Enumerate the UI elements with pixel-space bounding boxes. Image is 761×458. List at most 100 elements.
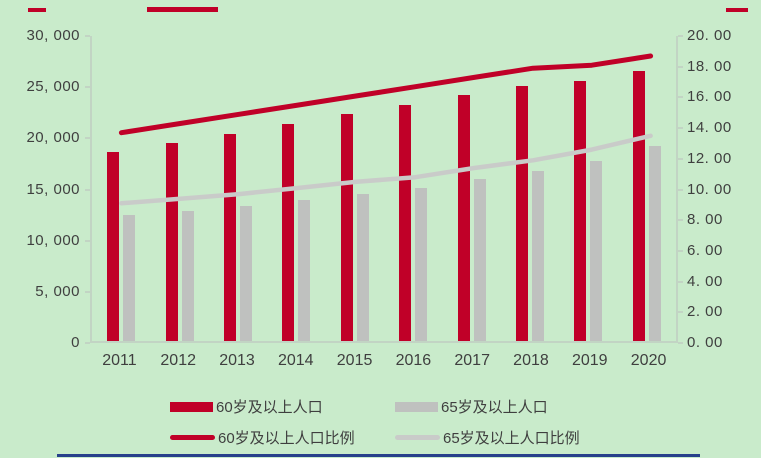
x-axis-label: 2012 bbox=[160, 352, 196, 369]
bar-65-plus-population bbox=[356, 193, 369, 341]
axis-tick bbox=[85, 86, 90, 89]
axis-tick bbox=[85, 35, 90, 37]
bar-65-plus-population bbox=[240, 206, 253, 341]
y-axis-right: 20. 00 18. 00 16. 00 14. 00 12. 00 10. 00 8. 0… bbox=[687, 0, 761, 458]
axis-tick bbox=[678, 65, 683, 68]
y-axis-right-label: 20. 00 bbox=[687, 27, 732, 44]
axis-tick bbox=[85, 188, 90, 191]
line-series-container bbox=[118, 53, 654, 206]
legend-label: 60岁及以上人口 bbox=[216, 399, 323, 416]
x-axis-label: 2015 bbox=[336, 352, 373, 369]
line-65-plus-ratio bbox=[119, 133, 653, 206]
axis-tick bbox=[678, 342, 683, 344]
y-axis-left-label: 20, 000 bbox=[26, 129, 80, 147]
legend-label: 65岁及以上人口 bbox=[441, 399, 548, 416]
bar-60-plus-population bbox=[516, 85, 529, 341]
y-axis-right-label: 16. 00 bbox=[687, 88, 732, 106]
y-axis-right-label: 10. 00 bbox=[687, 180, 732, 198]
bar-series-container bbox=[92, 36, 676, 341]
page-bottom-rule bbox=[57, 454, 700, 457]
axis-tick bbox=[85, 239, 90, 242]
bar-group bbox=[150, 36, 208, 341]
y-axis-left-label: 10, 000 bbox=[26, 231, 80, 249]
axis-tick bbox=[678, 311, 683, 314]
legend-swatch-gray-bar bbox=[395, 401, 438, 412]
x-axis-label: 2016 bbox=[395, 352, 432, 369]
page-edge-red-dash-right bbox=[726, 8, 748, 12]
bar-group bbox=[384, 36, 442, 341]
axis-tick bbox=[85, 137, 90, 140]
legend-row-bars: 60岁及以上人口 65岁及以上人口 bbox=[170, 396, 548, 417]
x-axis-label: 2013 bbox=[219, 352, 255, 369]
y-axis-left: 30, 000 25, 000 20, 000 15, 000 10, 000 5, 00… bbox=[0, 0, 80, 458]
y-axis-left-label: 15, 000 bbox=[26, 180, 80, 198]
legend-swatch-red-line bbox=[170, 435, 215, 440]
x-axis-label: 2019 bbox=[571, 352, 608, 369]
page-edge-red-dash-center bbox=[147, 7, 218, 12]
legend-row-lines: 60岁及以上人口比例 65岁及以上人口比例 bbox=[170, 427, 580, 448]
plot-area bbox=[90, 36, 678, 343]
legend-item-60-plus-population: 60岁及以上人口 bbox=[170, 396, 395, 417]
legend-item-65-plus-population: 65岁及以上人口 bbox=[395, 396, 548, 417]
axis-tick bbox=[678, 35, 683, 37]
bar-60-plus-population bbox=[282, 123, 295, 341]
page-edge-red-dash-left bbox=[28, 8, 46, 12]
x-axis-label: 2018 bbox=[513, 352, 549, 369]
axis-tick bbox=[678, 157, 683, 160]
bar-65-plus-population bbox=[532, 170, 545, 341]
axis-tick bbox=[678, 96, 683, 99]
bar-group bbox=[501, 36, 559, 341]
axis-tick bbox=[678, 249, 683, 252]
legend-item-65-plus-ratio: 65岁及以上人口比例 bbox=[395, 427, 580, 448]
legend-label: 60岁及以上人口比例 bbox=[218, 430, 355, 447]
y-axis-right-label: 18. 00 bbox=[687, 57, 732, 75]
y-axis-right-label: 4. 00 bbox=[687, 272, 723, 290]
bar-group bbox=[326, 36, 384, 341]
bar-60-plus-population bbox=[165, 142, 178, 341]
bar-group bbox=[92, 36, 150, 341]
bar-60-plus-population bbox=[107, 151, 120, 341]
bar-group bbox=[442, 36, 500, 341]
line-60-plus-ratio bbox=[118, 53, 654, 136]
legend-swatch-gray-line bbox=[395, 435, 440, 440]
x-axis: 2011 2012 2013 2014 2015 2016 2017 2018 2019 2020 bbox=[90, 352, 678, 370]
y-axis-right-label: 0. 00 bbox=[687, 334, 723, 351]
axis-tick bbox=[678, 127, 683, 130]
y-axis-left-label: 0 bbox=[71, 334, 80, 351]
bar-65-plus-population bbox=[298, 200, 311, 341]
bar-60-plus-population bbox=[224, 133, 237, 341]
y-axis-right-label: 12. 00 bbox=[687, 149, 732, 167]
axis-tick bbox=[678, 280, 683, 283]
y-axis-left-label: 25, 000 bbox=[26, 78, 80, 96]
bar-60-plus-population bbox=[457, 94, 470, 341]
legend-label: 65岁及以上人口比例 bbox=[443, 430, 580, 447]
bar-60-plus-population bbox=[574, 81, 587, 341]
bar-65-plus-population bbox=[123, 215, 136, 341]
bar-group bbox=[209, 36, 267, 341]
axis-tick bbox=[85, 290, 90, 293]
axis-tick bbox=[85, 342, 90, 344]
bar-65-plus-population bbox=[590, 160, 603, 341]
y-axis-left-label: 5, 000 bbox=[35, 282, 80, 300]
bar-group bbox=[267, 36, 325, 341]
y-axis-right-label: 14. 00 bbox=[687, 119, 732, 137]
bar-60-plus-population bbox=[399, 104, 412, 341]
axis-tick bbox=[678, 219, 683, 222]
legend-swatch-red-bar bbox=[170, 401, 213, 412]
x-axis-label: 2011 bbox=[102, 352, 137, 369]
x-axis-label: 2014 bbox=[277, 352, 314, 369]
bar-65-plus-population bbox=[415, 187, 428, 341]
y-axis-left-label: 30, 000 bbox=[26, 27, 80, 44]
axis-tick bbox=[678, 188, 683, 191]
bar-65-plus-population bbox=[181, 210, 194, 341]
x-axis-label: 2017 bbox=[454, 352, 490, 369]
bar-group bbox=[559, 36, 617, 341]
y-axis-right-label: 8. 00 bbox=[687, 211, 723, 229]
bar-60-plus-population bbox=[340, 113, 353, 341]
bar-65-plus-population bbox=[473, 179, 486, 341]
legend-item-60-plus-ratio: 60岁及以上人口比例 bbox=[170, 427, 395, 448]
y-axis-right-label: 2. 00 bbox=[687, 303, 723, 321]
x-axis-label: 2020 bbox=[630, 352, 667, 369]
y-axis-right-label: 6. 00 bbox=[687, 241, 723, 259]
